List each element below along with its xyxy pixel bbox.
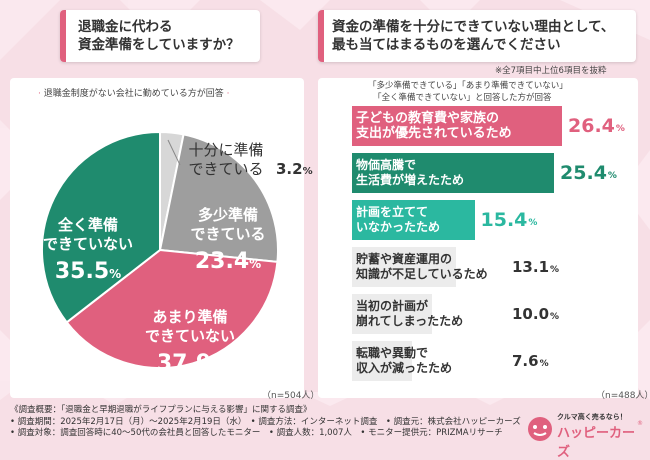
bar (352, 106, 562, 146)
bar-row: 貯蓄や資産運用の 知識が不足しているため 13.1% (352, 247, 632, 287)
bar-chart: 子どもの教育費や家族の 支出が優先されているため 26.4% 物価高騰で 生活費が増… (352, 106, 632, 386)
bar-category-label: 子どもの教育費や家族の 支出が優先されているため (356, 111, 512, 141)
bar (352, 153, 555, 193)
logo-name: ハッピーカーズ (557, 426, 636, 460)
bar-value-label: 7.6% (512, 352, 549, 370)
bar-value-label: 15.4% (480, 209, 538, 231)
footer-line-1: 《調査概要：「退職金と早期退職がライフプランに与える影響」に関する調査》 (10, 405, 312, 415)
bar (352, 341, 413, 381)
dot-left: · (38, 89, 41, 99)
bar-row: 物価高騰で 生活費が増えたため 25.4% (352, 153, 632, 193)
right-note-respondents-1: 「多少準備できている」「あまり準備できていない」 (368, 81, 568, 91)
pie-slice (65, 248, 279, 369)
bar (352, 294, 432, 334)
pie-label-line: できている (188, 160, 263, 178)
bar-category-label: 計画を立てて いなかったため (356, 205, 441, 234)
pie-slice-label: 全く準備できていない 35.5% (43, 216, 133, 284)
pie-label-line: できていない (43, 235, 133, 253)
footer-line-3: • 調査対象：調査回答時に40～50代の会社員と回答したモニター • 調査人数：… (10, 428, 503, 438)
pie-slice-label: あまり準備できていない 37.9% (145, 308, 235, 376)
left-sample-size: （n=504人） (262, 391, 320, 401)
logo-car-icon (528, 417, 552, 441)
pie-value-label: 37.9% (157, 351, 223, 376)
title-accent-bar (60, 10, 66, 62)
pie-slice-label: 多少準備できている 23.4% (190, 206, 265, 274)
logo-mark: ® (637, 420, 643, 427)
pie-label-line: 全く準備 (57, 216, 118, 234)
company-logo: クルマ高く売るなら！ ハッピーカーズ ® (525, 412, 643, 460)
pie-label-line: できていない (145, 327, 235, 345)
dot-right: · (226, 89, 230, 99)
pie-slice (41, 130, 161, 324)
title-accent-bar (318, 10, 324, 62)
pie-label-line: 十分に準備 (188, 141, 263, 159)
survey-footer: 《調査概要：「退職金と早期退職がライフプランに与える影響」に関する調査》 • 調… (10, 405, 521, 440)
bar-row: 転職や異動で 収入が減ったため 7.6% (352, 341, 632, 381)
right-title-box: 資金の準備を十分にできていない理由として、 最も当てはまるものを選んでください (318, 10, 636, 62)
pie-slice (158, 133, 279, 263)
bar-category-label: 当初の計画が 崩れてしまったため (356, 299, 464, 328)
bar-value-label: 25.4% (560, 162, 617, 184)
bar-category-label: 転職や異動で 収入が減ったため (356, 346, 453, 375)
left-title-box: 退職金に代わる 資金準備をしていますか？ (60, 10, 260, 62)
pie-leader-line (167, 139, 181, 166)
bar-value-label: 13.1% (512, 258, 560, 276)
pie-label-line: できている (190, 225, 265, 243)
bar-row: 計画を立てて いなかったため 15.4% (352, 200, 632, 240)
left-subtitle: · 退職金制度がない会社に勤めている方が回答 · (38, 86, 230, 99)
bar-category-label: 物価高騰で 生活費が増えたため (356, 158, 465, 187)
bar-row: 当初の計画が 崩れてしまったため 10.0% (352, 294, 632, 334)
logo-tagline: クルマ高く売るなら！ (557, 413, 627, 421)
right-note-respondents-2: 「全く準備できていない」と回答した方が回答 (373, 93, 552, 103)
bar-category-label: 貯蓄や資産運用の 知識が不足しているため (356, 252, 488, 281)
left-subtitle-text: 退職金制度がない会社に勤めている方が回答 (43, 89, 224, 99)
bar-value-label: 10.0% (512, 305, 560, 323)
left-title: 退職金に代わる 資金準備をしていますか？ (78, 19, 240, 53)
bar (352, 247, 457, 287)
pie-label-line: 多少準備 (198, 206, 258, 224)
right-title: 資金の準備を十分にできていない理由として、 最も当てはまるものを選んでください (332, 19, 615, 53)
pie-value-label: 3.2% (276, 160, 313, 178)
right-sample-size: （n=488人） (596, 391, 650, 401)
pie-value-label: 23.4% (195, 249, 261, 274)
right-note-top: ※全7項目中上位6項目を抜粋 (495, 66, 607, 76)
pie-label-line: あまり準備 (152, 308, 227, 326)
bar-value-label: 26.4% (568, 115, 625, 137)
bar (352, 200, 475, 240)
bar-row: 子どもの教育費や家族の 支出が優先されているため 26.4% (352, 106, 632, 146)
pie-value-label: 35.5% (55, 259, 121, 284)
footer-line-2: • 調査期間：2025年2月17日（月）～2025年2月19日（水） • 調査方… (10, 416, 521, 427)
